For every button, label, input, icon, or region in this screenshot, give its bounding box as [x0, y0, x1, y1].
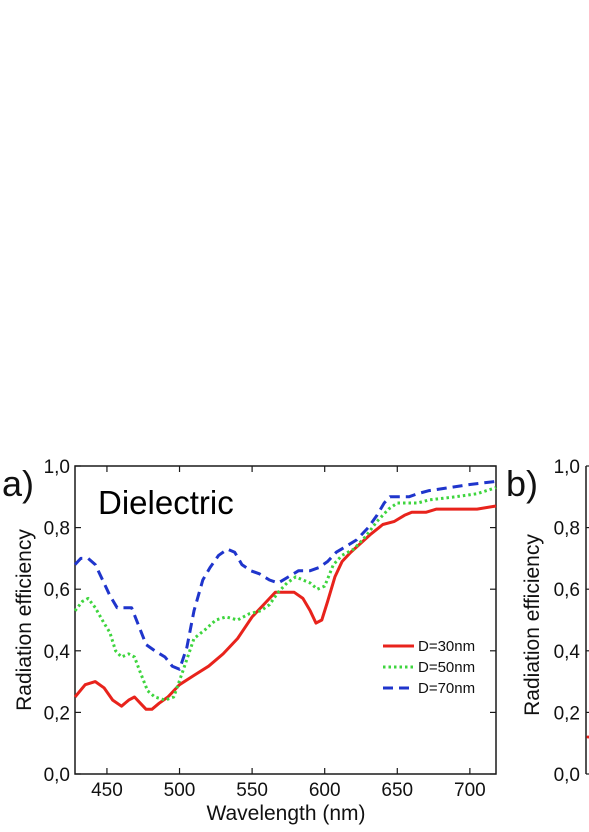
legend-label: D=50nm [418, 659, 475, 676]
legend-label: D=30nm [418, 638, 475, 655]
panel-a-legend: D=30nm D=50nm D=70nm [383, 638, 475, 697]
y-tick-label: 0,4 [44, 642, 71, 663]
x-tick-label: 550 [236, 780, 268, 801]
y-tick-label: 0,8 [44, 519, 70, 540]
series-line-D=30nm [73, 504, 497, 711]
panel-b-chart: b) 0,0 0,2 0,4 0,6 0,8 1,0 Radiation efficien… [506, 457, 589, 786]
panel-a-label: a) [2, 463, 34, 504]
panel-b-series-fragment [586, 735, 589, 739]
y-tick-label: 0,4 [554, 642, 581, 663]
y-tick-label: 0,6 [554, 580, 580, 601]
panel-b-label: b) [506, 463, 538, 504]
series-line-D=70nm [73, 479, 497, 671]
x-tick-label: 700 [454, 780, 486, 801]
panel-b-y-ticks: 0,0 0,2 0,4 0,6 0,8 1,0 [554, 457, 589, 786]
panel-a-x-ticks: 450 500 550 600 650 700 [91, 466, 486, 801]
legend-label: D=70nm [418, 680, 475, 697]
y-tick-label: 0,8 [554, 519, 580, 540]
panel-a-chart: a) 0,0 0,2 0,4 0,6 0,8 1,0 450 500 550 600 650 700… [2, 457, 497, 825]
y-tick-label: 1,0 [44, 457, 70, 478]
panel-a-x-axis-title: Wavelength (nm) [206, 802, 365, 825]
panel-a-y-axis-title: Radiation efficiency [13, 529, 36, 711]
x-tick-label: 500 [164, 780, 196, 801]
x-tick-label: 600 [309, 780, 341, 801]
series-line-D=50nm [73, 486, 497, 702]
panel-a-series-lines [73, 479, 497, 711]
panel-a-plot-frame [74, 465, 497, 775]
panel-b-y-axis-title: Radiation efficiency [521, 534, 544, 716]
y-tick-label: 0,0 [554, 765, 580, 786]
x-tick-label: 650 [381, 780, 413, 801]
y-tick-label: 0,0 [44, 765, 70, 786]
panel-a-y-ticks: 0,0 0,2 0,4 0,6 0,8 1,0 [44, 457, 496, 786]
panel-a-title: Dielectric [98, 484, 234, 521]
y-tick-label: 1,0 [554, 457, 580, 478]
y-tick-label: 0,2 [44, 703, 70, 724]
y-tick-label: 0,6 [44, 580, 70, 601]
y-tick-label: 0,2 [554, 703, 580, 724]
x-tick-label: 450 [91, 780, 123, 801]
